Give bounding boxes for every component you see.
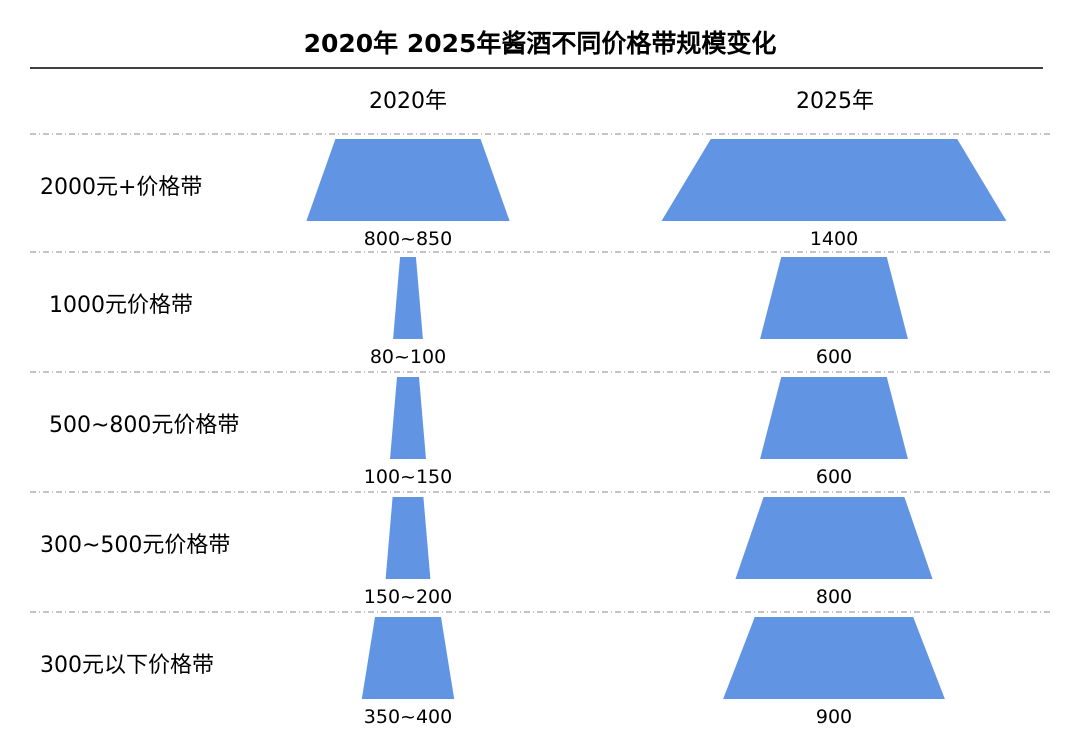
value-label: 600 [816,466,852,488]
trapezoid-mark [361,617,455,699]
value-label: 800~850 [364,228,452,250]
trapezoid-mark [306,139,510,221]
chart-title: 2020年 2025年酱酒不同价格带规模变化 [304,29,777,58]
value-label: 350~400 [364,706,452,728]
trapezoid-mark [393,257,423,339]
trapezoid-mark [390,377,426,459]
value-label: 100~150 [364,466,452,488]
trapezoid-mark [661,139,1007,221]
chart-rows: 2000元+价格带 800~850 1400 1000元价格带 80~100 600 500… [30,133,1050,728]
value-label: 800 [816,586,852,608]
value-label: 900 [816,706,852,728]
trapezoid-mark [385,497,431,579]
trapezoid-mark [723,617,945,699]
value-label: 600 [816,346,852,368]
column-header-2025: 2025年 [796,89,874,114]
trapezoid-mark [760,377,908,459]
row-label: 500~800元价格带 [49,413,239,438]
value-label: 80~100 [370,346,446,368]
trapezoid-mark [735,497,933,579]
row-label: 300~500元价格带 [40,533,230,558]
row-label: 300元以下价格带 [40,653,214,678]
value-label: 1400 [810,228,858,250]
value-label: 150~200 [364,586,452,608]
trapezoid-mark [760,257,908,339]
column-header-2020: 2020年 [369,89,447,114]
row-label: 1000元价格带 [49,293,193,318]
row-label: 2000元+价格带 [40,175,202,200]
